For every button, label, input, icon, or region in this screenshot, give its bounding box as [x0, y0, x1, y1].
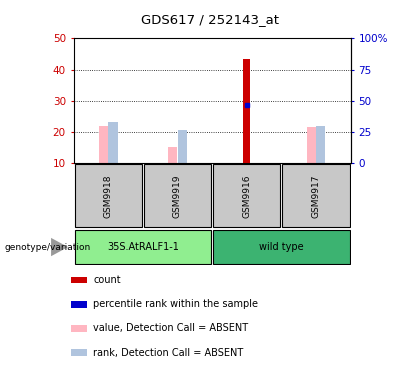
- Text: GSM9919: GSM9919: [173, 174, 182, 217]
- Bar: [71, 349, 87, 356]
- Bar: [71, 276, 87, 283]
- Text: value, Detection Call = ABSENT: value, Detection Call = ABSENT: [93, 324, 248, 333]
- Bar: [316, 126, 326, 163]
- Text: GDS617 / 252143_at: GDS617 / 252143_at: [141, 13, 279, 26]
- Bar: [71, 301, 87, 307]
- Bar: [144, 164, 211, 227]
- Polygon shape: [51, 238, 68, 256]
- Bar: [74, 230, 211, 264]
- Bar: [168, 147, 177, 163]
- Text: genotype/variation: genotype/variation: [4, 243, 90, 251]
- Text: GSM9917: GSM9917: [312, 174, 320, 217]
- Bar: [108, 122, 118, 163]
- Bar: [71, 325, 87, 332]
- Bar: [282, 164, 350, 227]
- Bar: [99, 126, 108, 163]
- Bar: [243, 59, 250, 163]
- Text: 35S.AtRALF1-1: 35S.AtRALF1-1: [107, 242, 179, 252]
- Text: percentile rank within the sample: percentile rank within the sample: [93, 299, 258, 309]
- Text: wild type: wild type: [259, 242, 304, 252]
- Bar: [307, 127, 316, 163]
- Bar: [178, 130, 187, 163]
- Text: GSM9918: GSM9918: [104, 174, 113, 217]
- Text: rank, Detection Call = ABSENT: rank, Detection Call = ABSENT: [93, 348, 243, 358]
- Text: GSM9916: GSM9916: [242, 174, 251, 217]
- Bar: [74, 164, 142, 227]
- Bar: [213, 164, 281, 227]
- Bar: [213, 230, 350, 264]
- Text: count: count: [93, 275, 121, 285]
